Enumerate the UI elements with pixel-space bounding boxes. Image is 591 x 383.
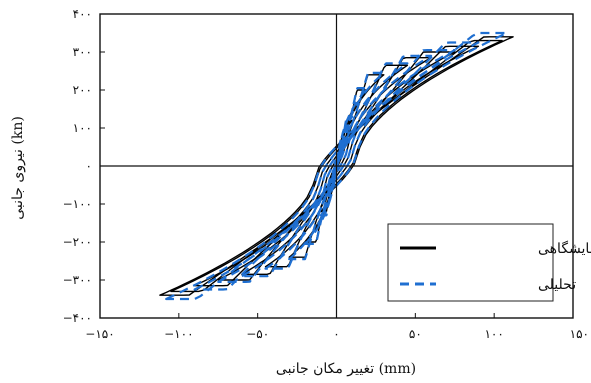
x-tick-label: ۰ xyxy=(333,327,339,341)
legend-label-experimental: آزمایشگاهی xyxy=(538,239,591,257)
y-tick-label: −۱۰۰ xyxy=(63,197,92,211)
x-tick-label: ۱۵۰ xyxy=(570,327,589,341)
y-tick-label: ۲۰۰ xyxy=(73,83,92,97)
x-tick-label: −۱۰۰ xyxy=(164,327,193,341)
hysteresis-loop xyxy=(303,87,370,245)
tick-labels: ۴۰۰ ۳۰۰ ۲۰۰ ۱۰۰ ۰ −۱۰۰ −۲۰۰ −۳۰۰ −۴۰۰ −۱۵۰ −۱۰۰ −۵۰… xyxy=(63,7,589,341)
hysteresis-loop xyxy=(165,31,508,301)
hysteresis-loop xyxy=(288,71,385,261)
x-tick-label: −۵۰ xyxy=(246,327,269,341)
y-tick-label: ۱۰۰ xyxy=(73,121,92,135)
x-axis-title: تغییر مکان جانبی (mm) xyxy=(276,361,416,377)
axes-layer xyxy=(99,13,574,319)
y-tick-label: −۳۰۰ xyxy=(63,273,92,287)
curve-layer xyxy=(159,31,514,301)
x-tick-label: −۱۵۰ xyxy=(85,327,114,341)
hysteresis-loop xyxy=(240,54,433,278)
legend-box xyxy=(387,223,554,302)
x-tick-label: ۱۰۰ xyxy=(484,327,503,341)
y-tick-label: ۳۰۰ xyxy=(73,45,92,59)
y-axis-title: نیروی جانبی (kn) xyxy=(10,116,26,220)
hysteresis-loop xyxy=(159,36,514,296)
y-tick-label: ۴۰۰ xyxy=(73,7,92,21)
series-analytical xyxy=(165,31,508,301)
y-tick-label: ۰ xyxy=(86,159,92,173)
y-tick-label: −۴۰۰ xyxy=(63,311,92,325)
x-tick-label: ۵۰ xyxy=(409,327,422,341)
legend-label-analytical: تحلیلی xyxy=(538,277,576,293)
hysteresis-loop xyxy=(264,62,409,270)
hysteresis-loop xyxy=(193,41,480,291)
y-tick-label: −۲۰۰ xyxy=(63,235,92,249)
legend: آزمایشگاهی تحلیلی xyxy=(387,223,591,302)
hysteresis-loop xyxy=(217,49,456,283)
